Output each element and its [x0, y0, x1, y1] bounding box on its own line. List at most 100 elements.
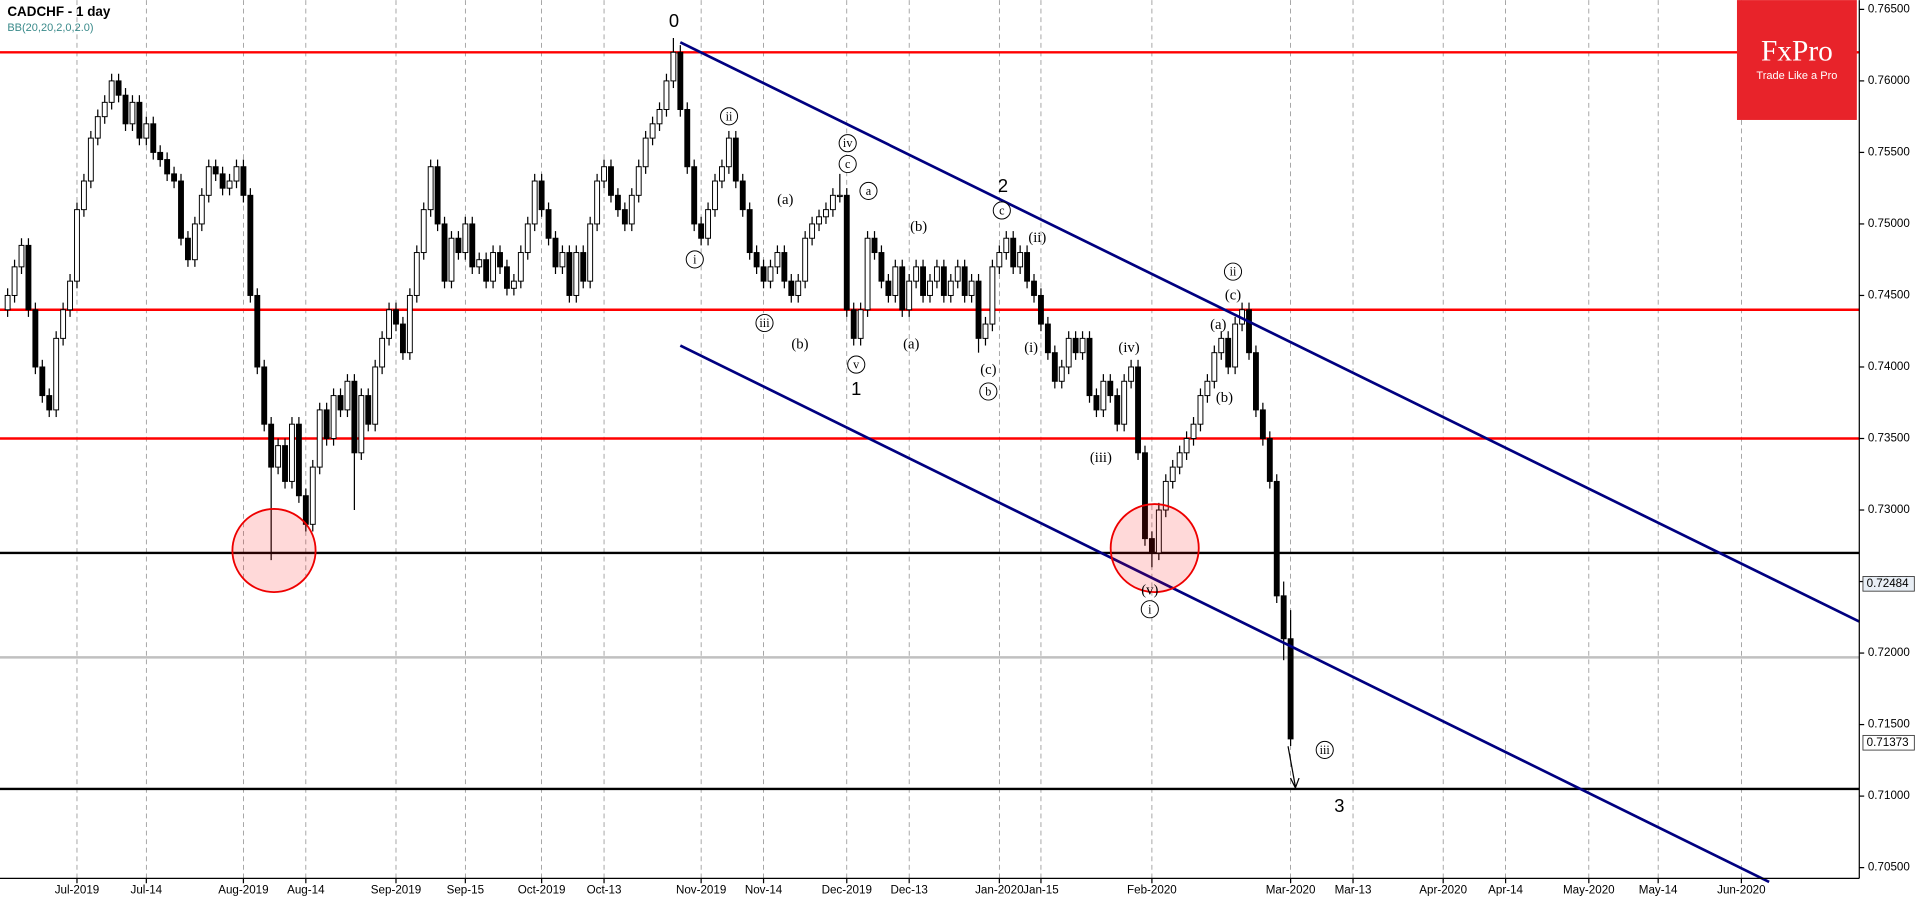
candle-body — [205, 166, 212, 196]
candle-body — [628, 194, 635, 225]
candle-body — [691, 166, 698, 225]
x-tick-label: Sep-15 — [447, 884, 484, 897]
wave-label: c — [845, 157, 851, 171]
wave-circle — [847, 355, 866, 374]
candle-body — [753, 252, 760, 268]
candle-body — [504, 266, 510, 289]
x-tick-label: Feb-2020 — [1127, 884, 1177, 897]
candle-body — [427, 166, 434, 211]
candle-body — [386, 309, 392, 339]
wave-label: (ii) — [1028, 230, 1046, 246]
candle-body — [413, 252, 420, 296]
candle-body — [1287, 638, 1294, 740]
x-tick-label: Nov-2019 — [676, 884, 726, 897]
wave-label: (c) — [1225, 287, 1241, 303]
wave-label: v — [853, 358, 860, 372]
candle-body — [1232, 323, 1239, 368]
candle-body — [171, 173, 178, 182]
candle-body — [1010, 237, 1017, 268]
candle-body — [309, 466, 316, 525]
candle-body — [1093, 395, 1100, 411]
candle-body — [483, 259, 490, 282]
wave-circle — [838, 154, 857, 174]
price-label: 0.71373 — [1867, 736, 1909, 749]
candle-body — [725, 137, 732, 168]
x-tick-label: Jun-2020 — [1717, 884, 1765, 897]
candle-body — [1253, 352, 1259, 411]
trend-line — [679, 344, 1770, 884]
candle-body — [129, 101, 136, 125]
brand-tagline: Trade Like a Pro — [1756, 70, 1837, 82]
wave-label: ii — [726, 109, 733, 123]
candle-body — [289, 423, 295, 482]
y-tick-label: 0.76000 — [1868, 74, 1910, 87]
wave-circle — [1315, 740, 1334, 759]
candle-body — [531, 180, 538, 225]
candle-body — [1259, 409, 1266, 439]
candle-body — [53, 337, 60, 411]
candle-body — [816, 216, 822, 225]
x-tick-label: Dec-2019 — [822, 884, 872, 897]
candle-body — [476, 259, 483, 268]
candle-body — [157, 151, 164, 161]
y-tick-label: 0.74000 — [1868, 360, 1910, 373]
levels — [0, 51, 1860, 791]
candle-body — [337, 395, 344, 411]
candle-body — [1072, 337, 1079, 354]
candle-body — [448, 237, 455, 282]
candle-body — [420, 209, 427, 254]
candles — [4, 37, 1294, 747]
candle-body — [621, 209, 628, 225]
candle-body — [11, 266, 18, 296]
x-tick-label: Oct-2019 — [518, 884, 566, 897]
wave-label: (c) — [980, 362, 996, 378]
y-tick-label: 0.72000 — [1868, 646, 1910, 659]
candle-body — [1044, 323, 1051, 354]
candle-body — [268, 423, 275, 468]
candle-body — [462, 223, 469, 254]
wave-label: (a) — [903, 336, 919, 352]
candle-body — [399, 323, 406, 354]
candle-body — [330, 395, 337, 439]
y-tick-label: 0.75500 — [1868, 145, 1910, 158]
x-tick-label: Jul-14 — [131, 884, 163, 897]
candle-body — [46, 395, 53, 411]
candle-body — [233, 166, 240, 182]
y-tick-label: 0.71500 — [1868, 718, 1910, 731]
candle-body — [580, 252, 587, 282]
price-label-box — [1862, 734, 1915, 751]
candle-body — [406, 294, 413, 354]
wave-circle — [979, 382, 998, 401]
candle-body — [393, 309, 399, 325]
wave-circle — [1223, 262, 1243, 281]
candle-body — [25, 244, 32, 311]
candle-body — [857, 309, 864, 339]
wave-label: i — [693, 252, 697, 266]
candle-body — [989, 266, 996, 325]
y-tick-label: 0.70500 — [1868, 861, 1910, 874]
candle-body — [1280, 595, 1287, 640]
candle-body — [906, 280, 913, 311]
candle-body — [1142, 452, 1148, 540]
x-tick-label: Dec-13 — [890, 884, 927, 897]
wave-label: c — [999, 204, 1005, 218]
x-tick-label: Jul-2019 — [55, 884, 100, 897]
candle-body — [538, 180, 545, 211]
x-tick-label: May-14 — [1639, 884, 1678, 897]
candle-body — [1190, 423, 1197, 439]
candle-body — [434, 166, 441, 225]
candle-body — [302, 495, 309, 525]
x-tick-label: May-2020 — [1563, 884, 1615, 897]
wave-circle — [685, 250, 704, 269]
candle-body — [344, 380, 351, 411]
candle-body — [226, 180, 233, 189]
candle-body — [261, 366, 268, 425]
candle-body — [996, 252, 1003, 268]
candle-body — [927, 280, 933, 296]
trend-line — [679, 41, 1860, 623]
candle-body — [143, 123, 150, 139]
candle-body — [663, 80, 670, 110]
candle-body — [566, 252, 573, 296]
candle-body — [614, 194, 621, 211]
